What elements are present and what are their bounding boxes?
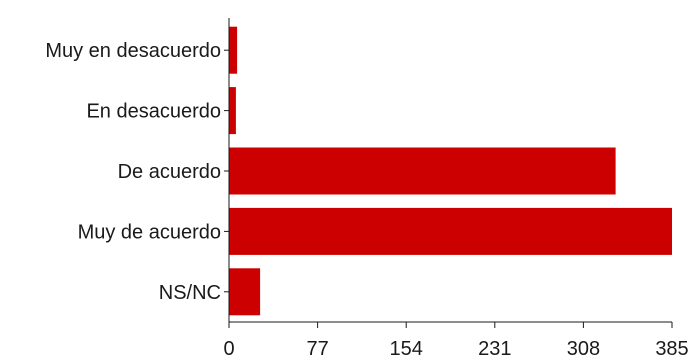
category-label-1: En desacuerdo	[86, 101, 221, 123]
category-label-2: De acuerdo	[118, 161, 221, 183]
x-tick-label-0: 0	[223, 338, 234, 360]
bar-0	[229, 26, 238, 74]
labels-layer: Muy en desacuerdo En desacuerdo De acuerdo…	[45, 40, 688, 360]
x-tick-label-3: 231	[478, 338, 511, 360]
bars-layer	[229, 26, 672, 316]
x-tick-label-5: 385	[655, 338, 688, 360]
category-label-3: Muy de acuerdo	[78, 221, 221, 243]
bar-1	[229, 87, 236, 135]
bar-3	[229, 207, 672, 255]
category-label-0: Muy en desacuerdo	[45, 40, 221, 62]
bar-2	[229, 147, 616, 195]
x-tick-label-1: 77	[306, 338, 328, 360]
x-tick-label-4: 308	[567, 338, 600, 360]
bar-4	[229, 268, 261, 316]
x-tick-label-2: 154	[390, 338, 423, 360]
axis-layer	[224, 18, 673, 328]
category-label-4: NS/NC	[159, 282, 221, 304]
